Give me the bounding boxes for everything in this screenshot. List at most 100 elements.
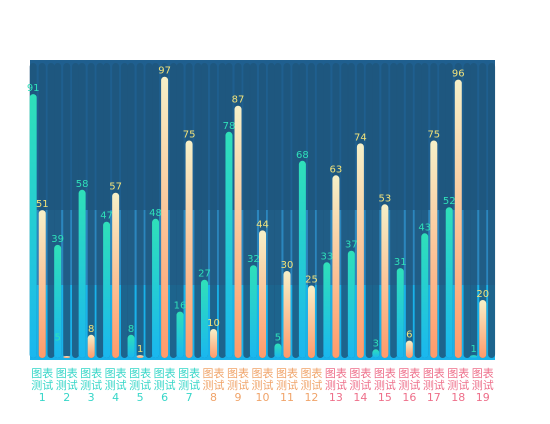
x-tick-label: 15 [378, 391, 392, 404]
x-tick-label: 图表 [300, 366, 322, 380]
x-tick-label: 图表 [349, 366, 371, 380]
x-tick-label: 8 [210, 391, 217, 404]
data-label: 37 [345, 240, 358, 251]
x-tick-label: 图表 [472, 366, 494, 380]
bar-track [120, 63, 128, 358]
data-label: 39 [51, 234, 64, 245]
data-label: 5 [275, 333, 281, 344]
bar-track [96, 63, 104, 358]
bar-series-a [396, 268, 404, 358]
bar-track [267, 63, 275, 358]
x-tick-label: 图表 [105, 366, 127, 380]
bar-series-a [176, 311, 184, 358]
data-label: 3 [373, 338, 379, 349]
data-label: 43 [418, 222, 431, 233]
x-tick-label: 11 [280, 391, 294, 404]
x-tick-label: 7 [186, 391, 193, 404]
data-label: 53 [379, 193, 392, 204]
x-tick-label: 图表 [423, 366, 445, 380]
bar-track [210, 63, 218, 358]
data-labels: 9151395884757814897167527107887324453068… [27, 66, 489, 355]
x-tick-label: 13 [329, 391, 343, 404]
bar-series-b [356, 143, 364, 358]
data-label: 44 [256, 219, 269, 230]
data-label: 27 [198, 269, 211, 280]
bar-series-a [323, 262, 331, 358]
x-tick-label: 测试 [80, 379, 102, 392]
bar-track [145, 63, 153, 358]
x-tick-label: 图表 [447, 366, 469, 380]
x-tick-label: 图表 [129, 366, 151, 380]
x-tick-label: 19 [476, 391, 490, 404]
bar-track [439, 63, 447, 358]
data-label: 31 [394, 257, 407, 268]
bar-series-b [405, 340, 413, 358]
x-tick-label: 图表 [252, 366, 274, 380]
data-label: 97 [158, 66, 171, 77]
bar-series-a [347, 250, 355, 358]
x-tick-label: 测试 [31, 379, 53, 392]
bar-series-a [274, 343, 282, 358]
x-tick-label: 图表 [31, 366, 53, 380]
bar-series-b [63, 356, 71, 358]
bar-track [365, 63, 373, 358]
x-tick-label: 3 [88, 391, 95, 404]
bars [29, 76, 487, 358]
data-label: 52 [443, 196, 456, 207]
bar-series-a [103, 221, 111, 358]
bar-track [292, 63, 300, 358]
bar-series-b [87, 334, 95, 358]
bar-track [194, 63, 202, 358]
bar-series-b [259, 230, 266, 358]
bar-track [479, 63, 487, 358]
x-tick-label: 1 [39, 391, 46, 404]
bar-series-a [200, 279, 208, 358]
x-tick-label: 测试 [154, 379, 176, 392]
x-tick-label: 测试 [423, 379, 445, 392]
bar-track [414, 63, 422, 358]
bar-series-a [152, 218, 160, 358]
x-tick-label: 测试 [300, 379, 322, 392]
x-tick-label: 图表 [178, 366, 200, 380]
bar-series-b [479, 300, 487, 358]
data-label: 68 [296, 150, 309, 161]
x-tick-label: 2 [63, 391, 70, 404]
x-tick-label: 图表 [227, 366, 249, 380]
bar-track [488, 63, 496, 358]
bar-series-a [298, 160, 306, 358]
bar-track [47, 63, 55, 358]
bar-series-a [249, 265, 257, 358]
bar-series-b [454, 79, 462, 358]
data-label: 74 [354, 132, 367, 143]
x-tick-label: 测试 [203, 379, 225, 392]
bar-series-b [161, 76, 169, 358]
data-label: 6 [406, 330, 412, 341]
x-tick-label: 18 [451, 391, 465, 404]
data-label: 33 [320, 251, 333, 262]
bar-track [136, 63, 144, 358]
bar-series-a [127, 334, 135, 358]
bar-track [243, 63, 251, 358]
x-tick-label: 测试 [129, 379, 151, 392]
x-tick-label: 14 [353, 391, 367, 404]
bar-series-a [29, 94, 37, 358]
bar-track [307, 63, 315, 358]
bar-track [169, 63, 177, 358]
data-label: 8 [128, 324, 134, 335]
data-label: 75 [427, 130, 440, 141]
bar-track [72, 63, 80, 358]
data-label: 20 [476, 289, 489, 300]
data-label: 1 [471, 344, 477, 355]
bar-series-a [372, 349, 380, 358]
data-label: 78 [223, 121, 236, 132]
bar-track [390, 63, 398, 358]
bar-track [87, 63, 95, 358]
bar-series-b [430, 140, 438, 358]
bar-series-b [38, 210, 46, 358]
x-tick-label: 9 [235, 391, 242, 404]
bar-track [316, 63, 324, 358]
x-tick-label: 测试 [447, 379, 469, 392]
x-tick-label: 12 [304, 391, 318, 404]
